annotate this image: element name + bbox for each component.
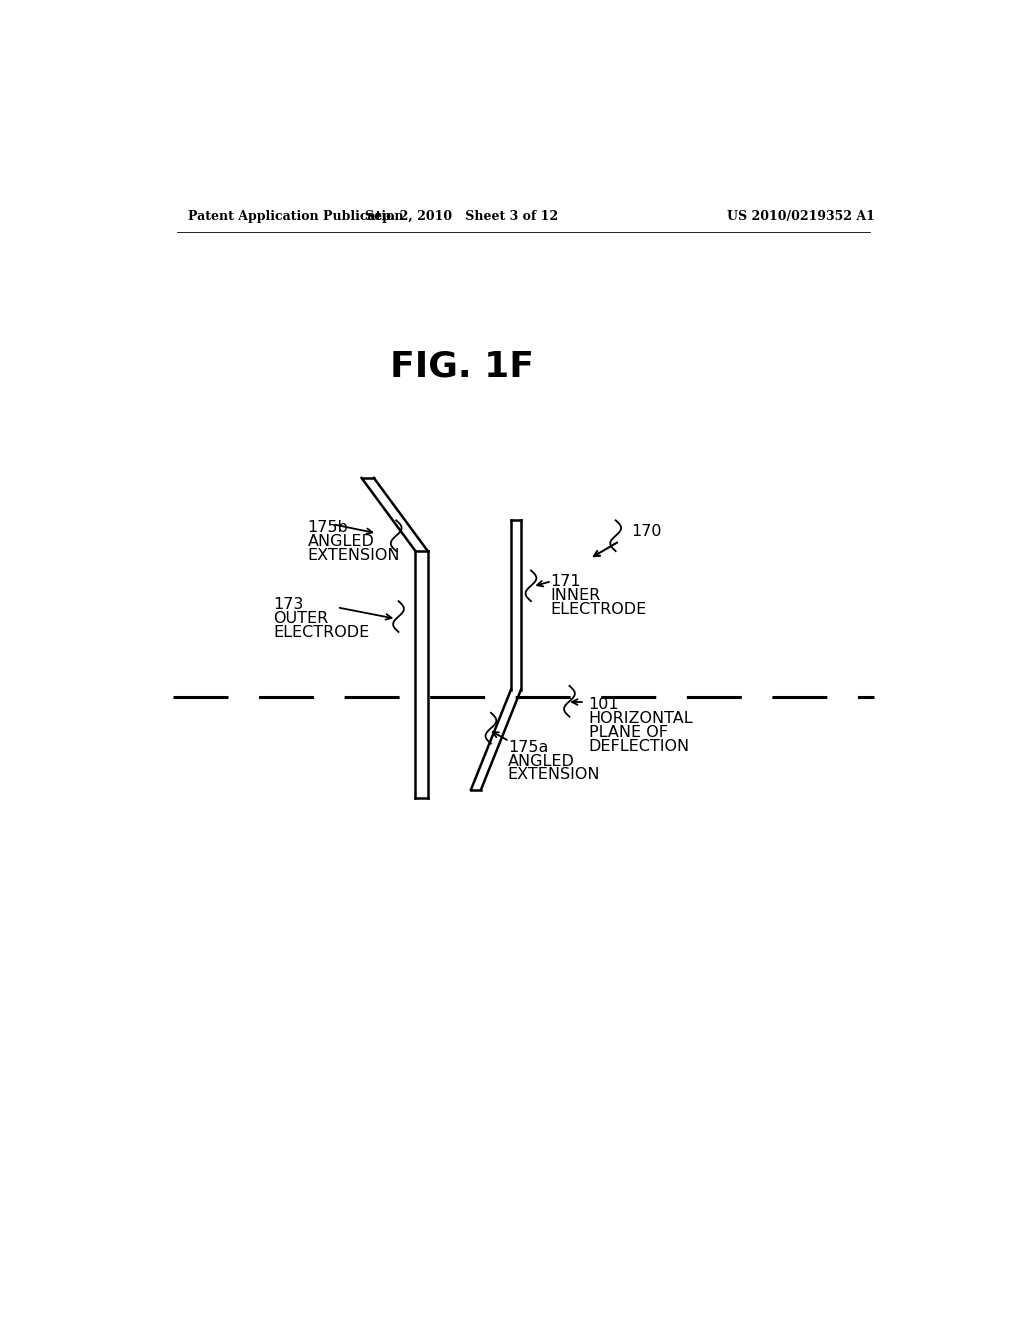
Text: EXTENSION: EXTENSION: [307, 548, 400, 564]
Text: ANGLED: ANGLED: [307, 535, 375, 549]
Text: 170: 170: [631, 524, 662, 539]
Text: 175a: 175a: [508, 739, 548, 755]
Text: Sep. 2, 2010   Sheet 3 of 12: Sep. 2, 2010 Sheet 3 of 12: [366, 210, 558, 223]
Text: 173: 173: [273, 597, 303, 612]
Text: INNER: INNER: [550, 589, 600, 603]
Text: ELECTRODE: ELECTRODE: [273, 626, 370, 640]
Text: FIG. 1F: FIG. 1F: [390, 350, 534, 383]
Text: 175b: 175b: [307, 520, 348, 536]
Text: ELECTRODE: ELECTRODE: [550, 602, 646, 616]
Text: EXTENSION: EXTENSION: [508, 767, 600, 783]
Text: US 2010/0219352 A1: US 2010/0219352 A1: [726, 210, 874, 223]
Text: ANGLED: ANGLED: [508, 754, 574, 768]
Text: OUTER: OUTER: [273, 611, 329, 626]
Text: 171: 171: [550, 574, 581, 589]
Text: DEFLECTION: DEFLECTION: [589, 739, 690, 754]
Text: PLANE OF: PLANE OF: [589, 725, 668, 741]
Text: Patent Application Publication: Patent Application Publication: [188, 210, 403, 223]
Text: HORIZONTAL: HORIZONTAL: [589, 711, 693, 726]
Text: 101: 101: [589, 697, 620, 713]
